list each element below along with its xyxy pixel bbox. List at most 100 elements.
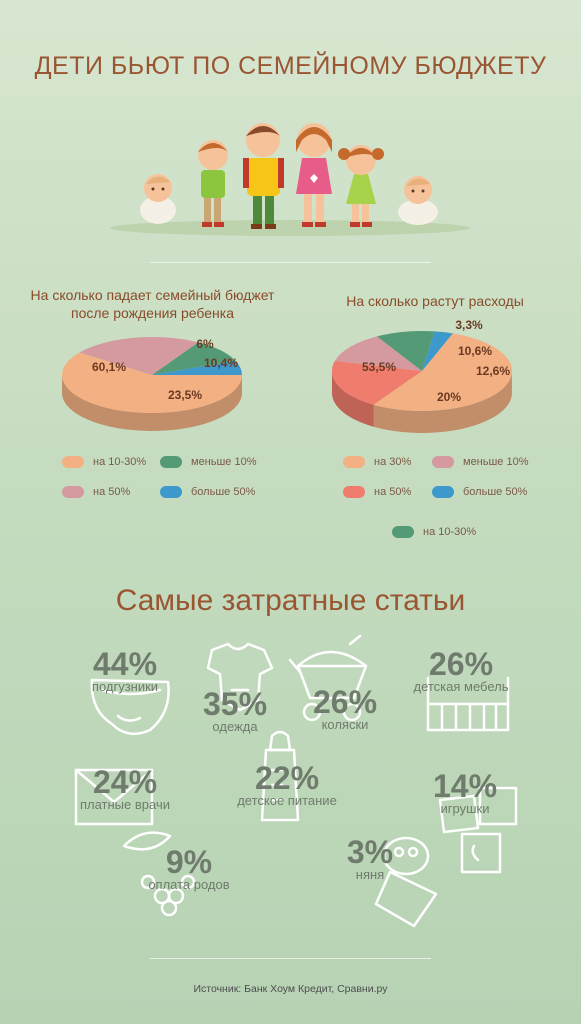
baby-right-figure: [398, 176, 438, 225]
legend-item: на 30%: [343, 456, 411, 468]
page-title: ДЕТИ БЬЮТ ПО СЕМЕЙНОМУ БЮДЖЕТУ: [34, 52, 547, 80]
baby-left-figure: [140, 174, 176, 224]
pie-data-label: 3,3%: [455, 318, 483, 332]
legend-swatch-green: [392, 526, 414, 538]
legend-swatch-coral: [343, 486, 365, 498]
legend-swatch-peach: [62, 456, 84, 468]
pie-slice: [152, 361, 242, 375]
legend-item: на 50%: [62, 486, 130, 498]
stat-percent: 24%: [92, 764, 158, 800]
pie-slice: [422, 331, 453, 371]
stat-strollers: 26% коляски: [290, 686, 400, 732]
source-note: Источник: Банк Хоум Кредит, Сравни.ру: [193, 983, 388, 995]
stat-percent: 26%: [312, 684, 378, 720]
pie-data-label: 60,1%: [92, 360, 126, 374]
stat-label: оплата родов: [148, 877, 230, 892]
pie-data-label: 6%: [196, 337, 214, 351]
family-illustration: [110, 123, 470, 236]
stat-label: платные врачи: [79, 797, 170, 812]
legend-swatch-pink: [62, 486, 84, 498]
stroller-icon: [288, 634, 368, 722]
stat-label: няня: [355, 867, 385, 882]
stat-percent: 26%: [428, 646, 494, 682]
legend-label: на 50%: [93, 486, 131, 498]
pie1-title: На сколько падает семейный бюджет после …: [30, 287, 275, 321]
legend-item: на 50%: [343, 486, 411, 498]
stat-percent: 3%: [346, 834, 394, 870]
pie-slice-side: [62, 375, 243, 431]
legend-item: больше 50%: [160, 486, 255, 498]
icons-layer: [74, 634, 518, 928]
section-title: Самые затратные статьи: [115, 584, 466, 617]
pie-slice: [376, 331, 435, 371]
stat-percent: 9%: [165, 844, 213, 880]
pie-data-label: 12,6%: [476, 364, 510, 378]
diaper-icon: [90, 678, 170, 736]
crib-icon: [426, 676, 510, 732]
legend-label: на 30%: [374, 456, 412, 468]
stat-childbirth: 9% оплата родов: [124, 846, 254, 892]
pie-data-label: 23,5%: [168, 388, 202, 402]
legend-item: меньше 10%: [160, 456, 257, 468]
stat-percent: 35%: [202, 686, 268, 722]
girl-green-figure: [338, 145, 384, 227]
legend-item: больше 50%: [432, 486, 527, 498]
stat-percent: 14%: [432, 768, 498, 804]
pie-chart-budget-drop: 60,1% 23,5% 10,4% 6%: [62, 337, 243, 431]
pie-chart-expense-growth: 53,5% 20% 12,6% 10,6% 3,3%: [332, 318, 512, 433]
divider-bottom: [150, 958, 431, 959]
girl-pink-figure: [296, 123, 332, 227]
flowers-icon: [122, 831, 196, 917]
pie-data-label: 53,5%: [362, 360, 396, 374]
legend-swatch-blue: [160, 486, 182, 498]
boy-green-figure: [198, 140, 228, 227]
pie-slice-side: [373, 372, 512, 433]
legend-item: на 10-30%: [392, 526, 476, 538]
divider-top: [150, 262, 431, 263]
stat-label: одежда: [212, 719, 258, 734]
pie-data-label: 10,6%: [458, 344, 492, 358]
stat-clothing: 35% одежда: [180, 688, 290, 734]
pie-slice-side: [332, 370, 374, 427]
pie-slice: [373, 333, 512, 411]
legend-label: на 50%: [374, 486, 412, 498]
stat-percent: 22%: [254, 760, 320, 796]
legend-swatch-peach: [343, 456, 365, 468]
legend-swatch-green: [160, 456, 182, 468]
legend-swatch-pink: [432, 456, 454, 468]
envelope-icon: [74, 768, 154, 826]
legend-label: на 10-30%: [423, 526, 477, 538]
baby-bottle-icon: [260, 730, 300, 822]
stat-furniture: 26% детская мебель: [396, 648, 526, 694]
pie-slice: [332, 360, 422, 405]
stat-label: коляски: [321, 717, 369, 732]
stat-diapers: 44% подгузники: [60, 648, 190, 694]
stat-nanny: 3% няня: [330, 836, 410, 882]
stat-percent: 44%: [92, 646, 158, 682]
toy-blocks-icon: [438, 786, 518, 874]
legend-swatch-blue: [432, 486, 454, 498]
boy-yellow-figure: [243, 123, 284, 229]
pie-data-label: 20%: [437, 390, 461, 404]
stat-label: детская мебель: [413, 679, 509, 694]
pie-slice: [334, 336, 422, 371]
legend-label: на 10-30%: [93, 456, 147, 468]
legend-item: меньше 10%: [432, 456, 529, 468]
legend-label: больше 50%: [191, 486, 256, 498]
legend-label: меньше 10%: [463, 456, 529, 468]
legend-label: больше 50%: [463, 486, 528, 498]
stat-doctors: 24% платные врачи: [60, 766, 190, 812]
stat-label: игрушки: [440, 801, 490, 816]
stat-label: подгузники: [91, 679, 159, 694]
legend-item: на 10-30%: [62, 456, 146, 468]
swaddled-baby-icon: [374, 836, 438, 928]
pie-slice: [62, 352, 243, 413]
stat-toys: 14% игрушки: [410, 770, 520, 816]
pie-slice: [79, 337, 199, 375]
stat-baby-food: 22% детское питание: [222, 762, 352, 808]
pie-slice: [152, 342, 236, 375]
pie-data-label: 10,4%: [204, 356, 238, 370]
pie2-title: На сколько растут расходы: [346, 293, 524, 309]
legend-label: меньше 10%: [191, 456, 257, 468]
onesie-icon: [206, 642, 274, 712]
